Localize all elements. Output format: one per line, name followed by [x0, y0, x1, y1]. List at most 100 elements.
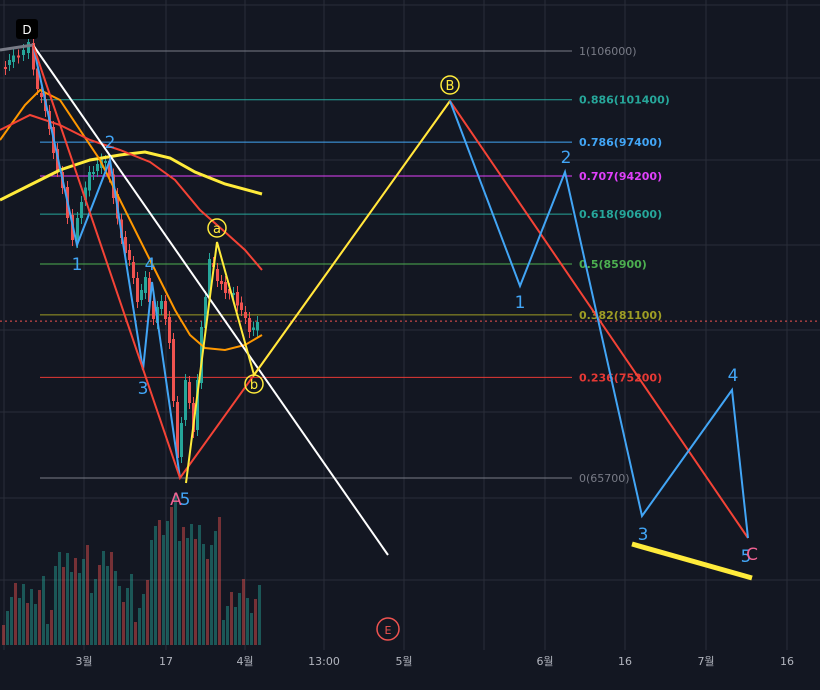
wave-big-b: B — [446, 79, 455, 94]
volume-bar-37 — [150, 540, 153, 645]
candle — [196, 380, 199, 430]
volume-bars — [2, 493, 261, 645]
candle — [224, 282, 227, 293]
volume-bar-22 — [90, 593, 93, 645]
marker-d: D — [22, 23, 31, 37]
volume-bar-48 — [194, 539, 197, 645]
wave-big-b-circle — [440, 75, 460, 95]
x-tick-2: 4월 — [236, 655, 253, 668]
volume-bar-30 — [122, 602, 125, 645]
volume-bar-14 — [58, 552, 61, 645]
candle — [80, 202, 83, 218]
volume-bar-5 — [22, 584, 25, 645]
candle — [256, 322, 259, 331]
candle — [128, 250, 131, 260]
volume-bar-40 — [162, 535, 165, 645]
candle — [144, 277, 147, 293]
volume-bar-8 — [34, 604, 37, 645]
wave2-label-5: 5 — [741, 547, 752, 567]
candle — [17, 55, 20, 58]
volume-bar-49 — [198, 525, 201, 645]
candle — [208, 259, 211, 296]
fib-label-3: 0.707(94200) — [579, 170, 662, 183]
candle — [244, 312, 247, 318]
volume-bar-52 — [210, 545, 213, 645]
x-tick-6: 16 — [618, 655, 632, 668]
volume-bar-43 — [174, 493, 177, 645]
candle — [84, 187, 87, 200]
marker-e: E — [385, 624, 392, 637]
wave1-label-3: 3 — [138, 379, 149, 399]
impulse-wave-2 — [449, 100, 749, 539]
candle — [176, 402, 179, 458]
candle — [152, 301, 155, 319]
impulse-wave-1 — [32, 44, 181, 479]
volume-bar-33 — [134, 622, 137, 645]
volume-bar-25 — [102, 551, 105, 645]
x-tick-1: 17 — [159, 655, 173, 668]
volume-bar-16 — [66, 553, 69, 645]
fib-label-5: 0.5(85900) — [579, 258, 647, 271]
volume-bar-18 — [74, 558, 77, 645]
fib-label-2: 0.786(97400) — [579, 136, 662, 149]
volume-bar-53 — [214, 531, 217, 645]
wave-small-a: a — [213, 222, 221, 237]
volume-bar-35 — [142, 594, 145, 645]
x-tick-7: 7월 — [697, 655, 714, 668]
volume-bar-38 — [154, 526, 157, 645]
volume-bar-55 — [222, 620, 225, 645]
volume-bar-23 — [94, 579, 97, 645]
candle — [148, 278, 151, 302]
volume-bar-61 — [246, 598, 249, 645]
fib-label-7: 0.236(75200) — [579, 371, 662, 384]
volume-bar-50 — [202, 544, 205, 645]
wave1-label-5: 5 — [180, 490, 191, 510]
candle — [160, 301, 163, 309]
volume-bar-21 — [86, 545, 89, 645]
candle — [184, 380, 187, 420]
volume-bar-6 — [26, 603, 29, 645]
volume-bar-29 — [118, 586, 121, 645]
volume-bar-20 — [82, 559, 85, 645]
candle — [232, 293, 235, 295]
volume-bar-4 — [18, 598, 21, 645]
wave-small-a-circle — [207, 218, 227, 238]
candle — [8, 60, 11, 65]
wave-small-b-circle — [244, 374, 264, 394]
candle — [108, 161, 111, 177]
marker-e-circle — [376, 617, 400, 641]
volume-bar-2 — [10, 597, 13, 645]
volume-bar-26 — [106, 566, 109, 645]
volume-bar-54 — [218, 517, 221, 645]
candle — [236, 292, 239, 306]
volume-bar-9 — [38, 590, 41, 645]
candle — [104, 161, 107, 163]
volume-bar-17 — [70, 572, 73, 645]
x-axis-bg — [0, 650, 820, 686]
wave2-label-2: 2 — [561, 148, 572, 168]
candle — [36, 68, 39, 89]
volume-bar-63 — [254, 599, 257, 645]
volume-bar-32 — [130, 574, 133, 645]
volume-bar-39 — [158, 520, 161, 645]
candle — [216, 269, 219, 281]
candle — [124, 237, 127, 253]
x-axis: 3월 17 4월 13:00 5월 6월 16 7월 16 — [0, 650, 820, 686]
volume-bar-19 — [78, 573, 81, 645]
candle — [76, 218, 79, 242]
x-tick-0: 3월 — [75, 655, 92, 668]
candle — [92, 172, 95, 174]
volume-bar-7 — [30, 589, 33, 645]
volume-bar-46 — [186, 538, 189, 645]
candle — [22, 50, 25, 55]
volume-bar-47 — [190, 524, 193, 645]
x-tick-4: 5월 — [395, 655, 412, 668]
candle — [180, 423, 183, 457]
candle — [240, 302, 243, 310]
volume-bar-41 — [166, 521, 169, 645]
candle — [4, 67, 7, 69]
volume-bar-62 — [250, 613, 253, 645]
abc-wave — [185, 100, 451, 484]
